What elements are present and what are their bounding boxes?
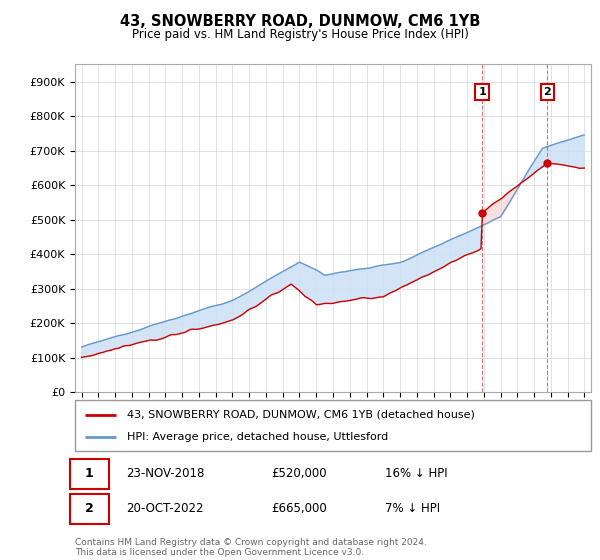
Text: 1: 1 bbox=[85, 468, 94, 480]
Text: 23-NOV-2018: 23-NOV-2018 bbox=[127, 468, 205, 480]
Text: £665,000: £665,000 bbox=[271, 502, 327, 515]
Text: 1: 1 bbox=[478, 87, 486, 97]
Text: £520,000: £520,000 bbox=[271, 468, 327, 480]
Text: Price paid vs. HM Land Registry's House Price Index (HPI): Price paid vs. HM Land Registry's House … bbox=[131, 28, 469, 41]
Text: 2: 2 bbox=[85, 502, 94, 515]
Text: 43, SNOWBERRY ROAD, DUNMOW, CM6 1YB: 43, SNOWBERRY ROAD, DUNMOW, CM6 1YB bbox=[120, 14, 480, 29]
Text: 16% ↓ HPI: 16% ↓ HPI bbox=[385, 468, 447, 480]
FancyBboxPatch shape bbox=[70, 459, 109, 488]
Text: 20-OCT-2022: 20-OCT-2022 bbox=[127, 502, 204, 515]
Text: 7% ↓ HPI: 7% ↓ HPI bbox=[385, 502, 440, 515]
FancyBboxPatch shape bbox=[70, 494, 109, 524]
FancyBboxPatch shape bbox=[75, 400, 591, 451]
Text: 43, SNOWBERRY ROAD, DUNMOW, CM6 1YB (detached house): 43, SNOWBERRY ROAD, DUNMOW, CM6 1YB (det… bbox=[127, 409, 475, 419]
Text: Contains HM Land Registry data © Crown copyright and database right 2024.
This d: Contains HM Land Registry data © Crown c… bbox=[75, 538, 427, 557]
Text: 2: 2 bbox=[544, 87, 551, 97]
Text: HPI: Average price, detached house, Uttlesford: HPI: Average price, detached house, Uttl… bbox=[127, 432, 388, 442]
